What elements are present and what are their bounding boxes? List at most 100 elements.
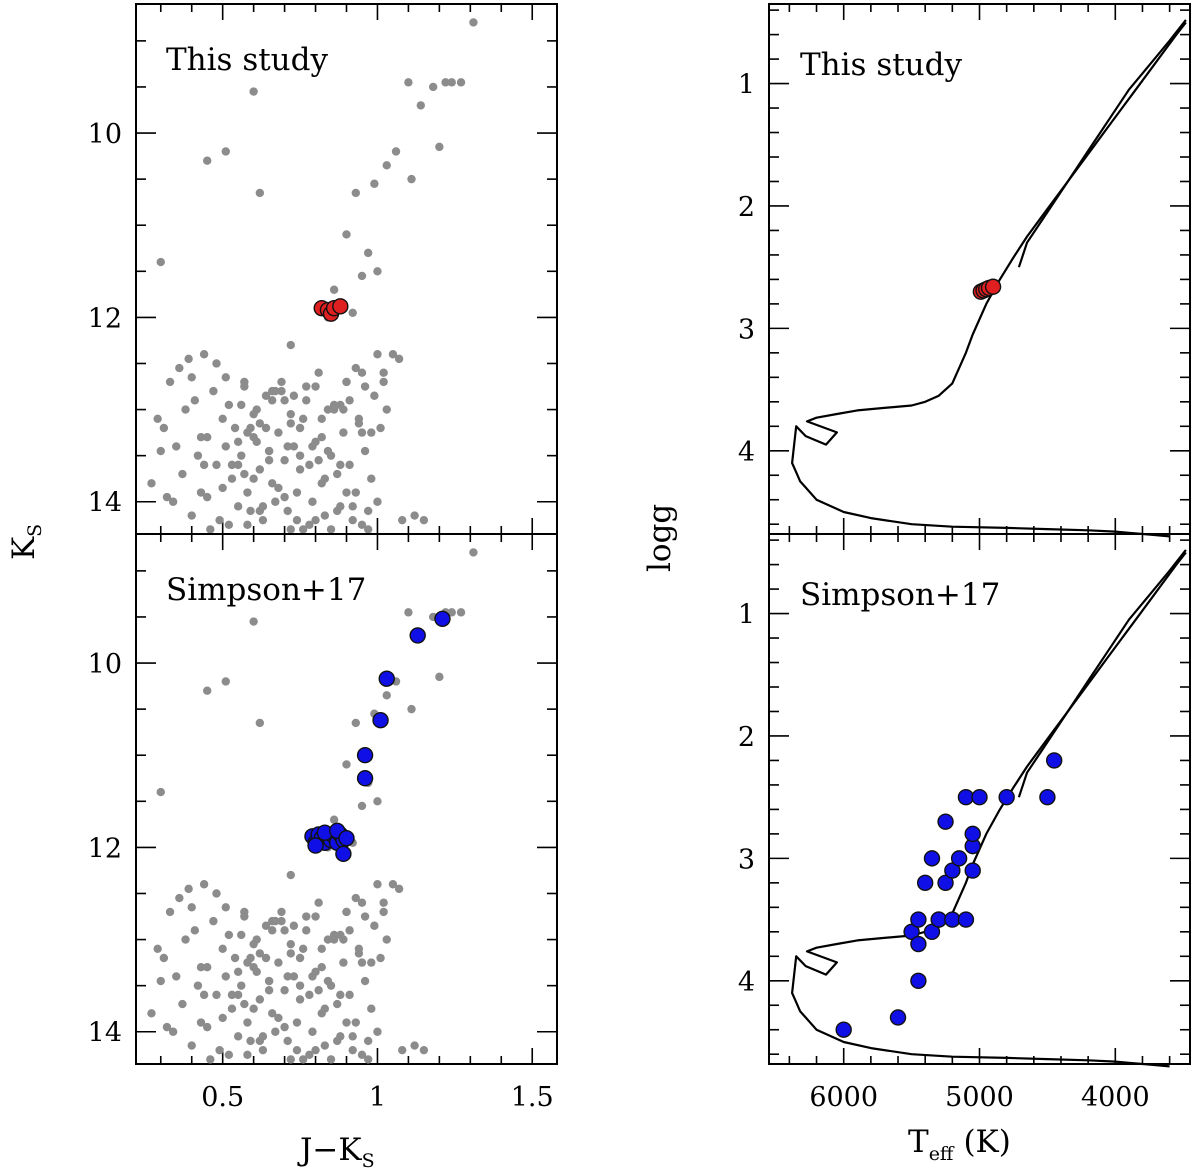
sample-star-point (923, 850, 941, 867)
field-star-point (283, 972, 292, 981)
field-star-point (314, 898, 323, 907)
field-star-point (249, 474, 258, 483)
field-star-point (367, 428, 376, 437)
field-star-point (373, 1027, 382, 1036)
field-star-point (249, 87, 258, 96)
sample-star-point (964, 862, 981, 879)
sample-star-point (434, 610, 451, 627)
field-star-point (255, 995, 265, 1004)
field-star-point (196, 1018, 206, 1027)
field-star-point (363, 506, 373, 516)
x-tick-label: 1 (369, 1082, 386, 1113)
field-star-point (320, 511, 330, 520)
field-star-point (342, 760, 351, 769)
field-star-point (289, 442, 299, 451)
field-star-point (215, 1045, 224, 1055)
field-star-point (258, 1032, 268, 1041)
field-star-point (360, 446, 370, 456)
y-tick-label: 2 (738, 192, 755, 223)
field-star-point (404, 78, 413, 87)
field-star-point (255, 419, 265, 428)
field-star-point (339, 405, 348, 414)
field-star-point (246, 1036, 255, 1046)
field-star-point (305, 520, 314, 529)
field-star-point (370, 179, 379, 188)
field-star-point (298, 414, 308, 423)
sample-star-point (984, 278, 1002, 295)
field-star-point (363, 1036, 373, 1046)
field-star-point (159, 423, 169, 433)
cmd-bottom-panel: Simpson+17 10 12 14 0.5 1 1.5 (88, 533, 558, 1113)
y-tick-label: 12 (88, 303, 122, 334)
field-star-point (202, 963, 212, 972)
field-star-point (181, 405, 190, 414)
field-star-point (221, 147, 230, 156)
field-star-point (165, 907, 175, 917)
field-star-point (184, 884, 193, 894)
field-star-point (286, 340, 295, 350)
field-star-point (237, 451, 246, 460)
field-star-point (218, 944, 227, 953)
field-star-point (249, 939, 258, 949)
field-star-point (348, 1045, 357, 1055)
sample-star-point (944, 911, 961, 928)
kiel-top-ticks (769, 4, 1190, 534)
field-star-point (215, 515, 224, 525)
sample-star-point (944, 862, 961, 879)
field-star-point (227, 474, 237, 483)
field-star-point (243, 1018, 252, 1027)
field-star-point (230, 953, 240, 963)
field-star-point (357, 428, 367, 437)
field-star-point (237, 400, 246, 410)
field-star-point (295, 423, 305, 433)
field-star-point (435, 142, 444, 152)
field-star-point (224, 400, 234, 410)
field-star-point (264, 976, 274, 986)
field-star-point (178, 469, 187, 479)
sample-star-point (957, 788, 975, 806)
field-star-point (428, 82, 438, 92)
x-tick-label: 5000 (945, 1082, 1014, 1113)
field-star-point (314, 456, 323, 465)
field-star-point (345, 396, 354, 405)
field-star-point (286, 525, 295, 534)
field-star-point (292, 515, 302, 525)
field-star-point (333, 469, 342, 479)
field-star-point (398, 1045, 407, 1055)
field-star-point (323, 446, 333, 456)
field-star-point (317, 963, 326, 972)
field-star-point (268, 396, 277, 405)
field-star-point (320, 1041, 330, 1050)
field-star-point (218, 414, 227, 423)
y-tick-label: 14 (88, 1018, 122, 1049)
field-star-point (373, 350, 382, 359)
field-star-point (233, 1032, 243, 1041)
field-star-point (243, 1050, 252, 1059)
field-star-point (357, 1050, 367, 1059)
field-star-point (373, 880, 382, 889)
field-star-point (323, 405, 333, 414)
field-star-point (419, 515, 429, 525)
field-star-point (240, 907, 249, 917)
y-tick-label: 4 (738, 967, 755, 998)
field-star-point (382, 405, 391, 414)
field-star-point (298, 525, 308, 534)
field-star-point (175, 363, 184, 373)
field-star-point (268, 386, 277, 396)
field-star-point (342, 1018, 351, 1027)
field-star-point (193, 981, 203, 990)
x-tick-label: 4000 (1081, 1082, 1150, 1113)
isochrone-branch-line (1017, 549, 1187, 798)
field-star-point (379, 907, 388, 917)
field-star-point (240, 469, 249, 479)
field-star-point (342, 230, 351, 239)
field-star-point (196, 963, 206, 972)
field-star-point (199, 990, 209, 1000)
field-star-point (187, 373, 196, 382)
field-star-point (329, 405, 339, 414)
field-star-point (277, 386, 286, 396)
isochrone-branch-line (1017, 19, 1187, 268)
field-star-point (302, 382, 311, 391)
sample-star-point (1039, 788, 1056, 806)
field-star-point (363, 1055, 373, 1064)
